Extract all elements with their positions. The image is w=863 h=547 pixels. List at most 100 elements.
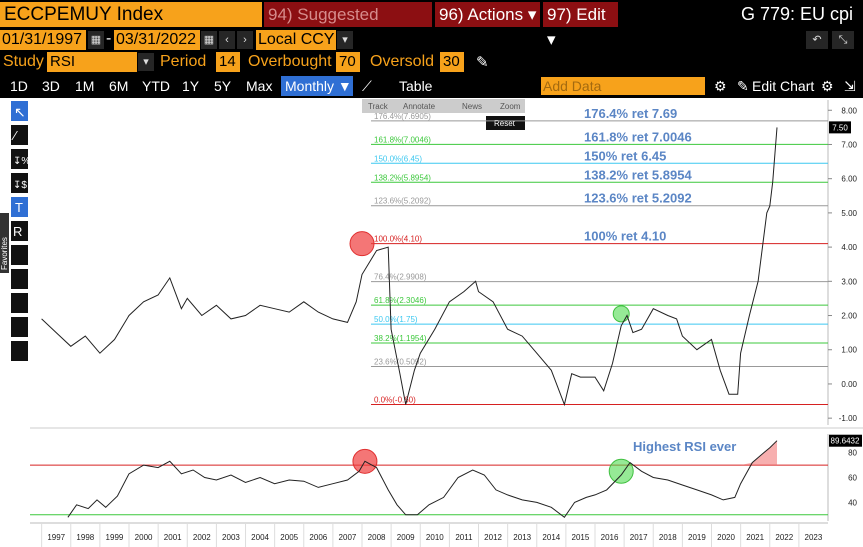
pencil-icon[interactable]: ✎ xyxy=(476,54,489,71)
chevron-left-icon[interactable]: ‹ xyxy=(219,31,235,49)
add-data-input[interactable]: Add Data xyxy=(541,77,705,95)
fib-label: 150.0%(6.45) xyxy=(374,154,422,163)
rsi-last-label: 89.6432 xyxy=(831,437,860,446)
undo-icon[interactable]: ↶ xyxy=(806,31,828,49)
currency-select[interactable]: Local CCY xyxy=(256,30,336,50)
year-label: 2019 xyxy=(688,533,706,542)
svg-text:↧$: ↧$ xyxy=(13,180,27,191)
favorites-tab[interactable] xyxy=(0,213,9,273)
range-max[interactable]: Max xyxy=(246,78,273,94)
rsi-overbought-fill xyxy=(740,440,777,466)
favorites-label: Favorites xyxy=(0,237,9,270)
fib-label: 38.2%(1.1954) xyxy=(374,334,427,343)
dollar-tool-icon[interactable] xyxy=(11,173,28,193)
study-bar: Study RSI ▾ Period 14 Overbought 70 Over… xyxy=(0,51,863,73)
year-label: 2012 xyxy=(484,533,502,542)
range-ytd[interactable]: YTD xyxy=(142,78,170,94)
pointer-tool-icon[interactable] xyxy=(11,101,28,121)
fib-annotation: 161.8% ret 7.0046 xyxy=(584,129,692,144)
drawing-toolbar: ↖ ⁄ ↧% ↧$ T R Favorites xyxy=(0,101,30,361)
rsi-tick-label: 40 xyxy=(848,498,857,507)
band-tool-icon[interactable] xyxy=(11,341,28,361)
study-select[interactable]: RSI xyxy=(47,52,137,72)
ticker-field[interactable]: ECCPEMUY Index xyxy=(0,2,262,27)
range-5y[interactable]: 5Y xyxy=(214,78,232,94)
channel-tool-icon[interactable] xyxy=(11,269,28,289)
range-1d[interactable]: 1D xyxy=(10,78,28,94)
end-date-field[interactable]: 03/31/2022 xyxy=(114,30,200,50)
export-icon[interactable]: ⇲ xyxy=(844,78,856,94)
table-button[interactable]: Table xyxy=(399,78,433,94)
chart-tag: G 779: EU cpi xyxy=(740,4,853,24)
calendar-icon[interactable]: ▦ xyxy=(201,31,217,49)
range-3d[interactable]: 3D xyxy=(42,78,60,94)
chevron-down-icon[interactable]: ▾ xyxy=(337,31,353,49)
overbought-field[interactable]: 70 xyxy=(336,52,360,72)
year-label: 2000 xyxy=(135,533,153,542)
mini-toolbar: Track Annotate News Zoom Reset xyxy=(362,99,525,130)
chart-settings-icon[interactable]: ⚙ xyxy=(821,78,834,94)
suggested-charts-button[interactable]: 94) Suggested Charts xyxy=(264,2,432,49)
reset-button[interactable]: Reset xyxy=(494,119,516,128)
year-label: 2007 xyxy=(339,533,357,542)
line-chart-icon[interactable]: ⟋ xyxy=(362,78,372,94)
oversold-field[interactable]: 30 xyxy=(440,52,464,72)
year-label: 2010 xyxy=(426,533,444,542)
fib-label: 176.4%(7.6905) xyxy=(374,112,431,121)
chart-area xyxy=(0,98,863,547)
zoom-button[interactable]: Zoom xyxy=(500,102,521,111)
year-label: 2022 xyxy=(775,533,793,542)
header-bar: ECCPEMUY Index 94) Suggested Charts 96) … xyxy=(0,0,863,49)
year-label: 2005 xyxy=(280,533,298,542)
upper-tick-label: 6.00 xyxy=(841,175,857,184)
year-label: 2017 xyxy=(630,533,648,542)
fib-annotation: 138.2% ret 5.8954 xyxy=(584,167,692,182)
year-label: 2013 xyxy=(513,533,531,542)
fib-annotation: 176.4% ret 7.69 xyxy=(584,106,677,121)
year-label: 2016 xyxy=(601,533,619,542)
track-button[interactable]: Track xyxy=(368,102,389,111)
fib-tool-icon[interactable] xyxy=(11,221,28,241)
collapse-icon[interactable]: ⤡ xyxy=(832,31,854,49)
year-label: 1997 xyxy=(47,533,65,542)
fib-annotation: 100% ret 4.10 xyxy=(584,229,666,244)
chevron-down-icon[interactable]: ▾ xyxy=(138,53,154,71)
start-date-field[interactable]: 01/31/1997 xyxy=(0,30,86,50)
actions-menu[interactable]: 96) Actions ▾ xyxy=(435,2,540,27)
year-label: 2003 xyxy=(222,533,240,542)
year-label: 2014 xyxy=(542,533,560,542)
calendar-icon[interactable]: ▦ xyxy=(88,31,104,49)
fib-label: 100.0%(4.10) xyxy=(374,235,422,244)
svg-text:R: R xyxy=(13,224,22,239)
line-tool-icon[interactable] xyxy=(11,125,28,145)
fib-label: 61.8%(2.3046) xyxy=(374,296,427,305)
overbought-label: Overbought xyxy=(248,53,332,70)
edit-menu[interactable]: 97) Edit ▾ xyxy=(543,2,618,49)
fib-label: 50.0%(1.75) xyxy=(374,315,418,324)
range-1m[interactable]: 1M xyxy=(75,78,95,94)
percent-tool-icon[interactable] xyxy=(11,149,28,169)
date-dash: - xyxy=(106,30,112,47)
fib-label: 23.6%(0.5092) xyxy=(374,358,427,367)
hline-tool-icon[interactable] xyxy=(11,317,28,337)
year-label: 2002 xyxy=(193,533,211,542)
svg-text:T: T xyxy=(15,200,23,215)
upper-tick-label: -1.00 xyxy=(839,414,858,423)
year-label: 1999 xyxy=(106,533,124,542)
text-tool-icon[interactable] xyxy=(11,197,28,217)
chevron-right-icon[interactable]: › xyxy=(237,31,253,49)
settings-icon[interactable]: ⚙ xyxy=(714,78,727,94)
edit-chart-button[interactable]: Edit Chart xyxy=(752,78,815,94)
frequency-select[interactable]: Monthly ▼ xyxy=(281,76,353,96)
annotate-button[interactable]: Annotate xyxy=(403,102,436,111)
edit-chart-icon[interactable]: ✎ xyxy=(737,78,749,94)
news-button[interactable]: News xyxy=(462,102,482,111)
range-6m[interactable]: 6M xyxy=(109,78,129,94)
period-field[interactable]: 14 xyxy=(216,52,240,72)
range-1y[interactable]: 1Y xyxy=(182,78,200,94)
highlight-circle xyxy=(612,305,630,323)
trend-tool-icon[interactable] xyxy=(11,245,28,265)
oversold-label: Oversold xyxy=(370,53,435,70)
year-label: 2018 xyxy=(659,533,677,542)
ray-tool-icon[interactable] xyxy=(11,293,28,313)
